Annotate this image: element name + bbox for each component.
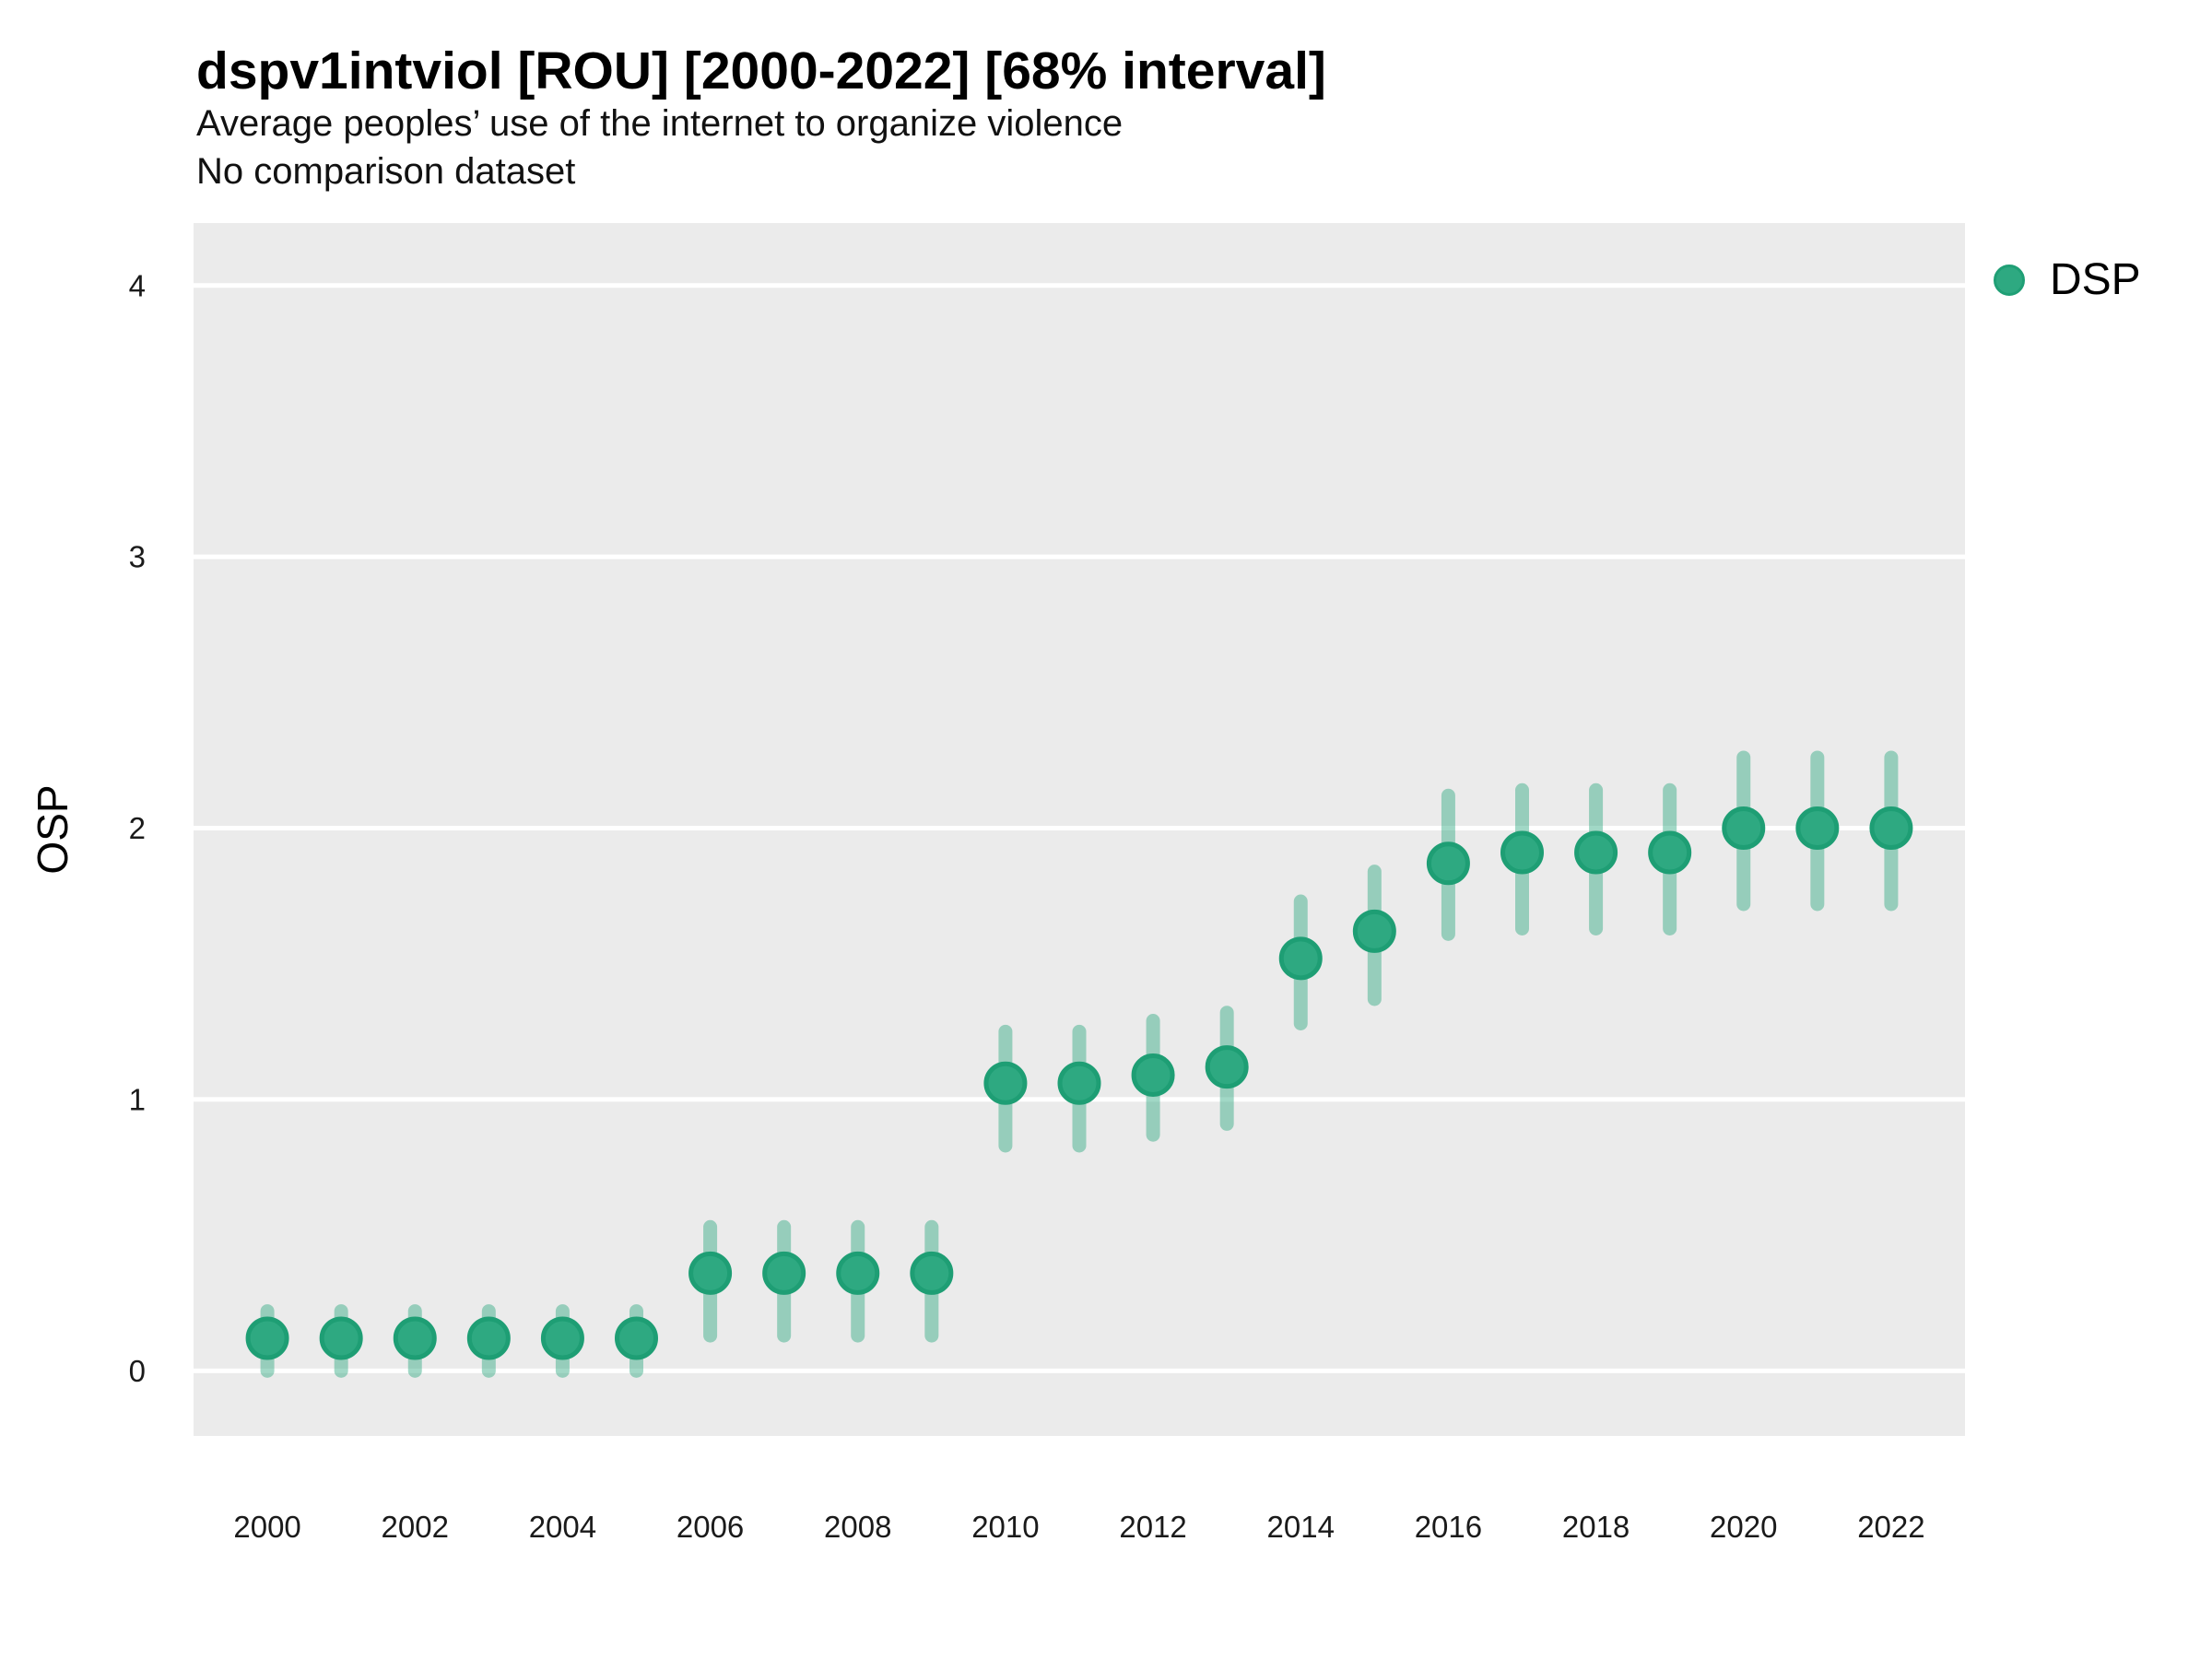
chart-title: dspv1intviol [ROU] [2000-2022] [68% inte… xyxy=(196,41,1326,100)
data-point-marker xyxy=(1795,806,1840,851)
data-point-marker xyxy=(1869,806,1913,851)
y-tick-label: 2 xyxy=(129,811,146,845)
legend-label: DSP xyxy=(2050,255,2141,304)
data-point-marker xyxy=(1057,1061,1101,1105)
data-point-marker xyxy=(1574,830,1618,875)
x-tick-label: 2012 xyxy=(1119,1510,1186,1544)
data-point-marker xyxy=(1352,909,1396,953)
x-tick-label: 2022 xyxy=(1857,1510,1924,1544)
data-point-marker xyxy=(688,1251,733,1295)
x-tick-label: 2000 xyxy=(233,1510,300,1544)
chart-subtitle: Average peoples’ use of the internet to … xyxy=(196,103,1124,144)
legend: DSP xyxy=(1994,254,2141,305)
data-point-marker xyxy=(393,1316,437,1360)
y-tick-label: 0 xyxy=(129,1354,146,1388)
x-tick-label: 2016 xyxy=(1415,1510,1482,1544)
data-point-marker xyxy=(910,1251,954,1295)
x-tick-label: 2010 xyxy=(971,1510,1039,1544)
x-tick-label: 2004 xyxy=(529,1510,596,1544)
data-point-marker xyxy=(1205,1045,1249,1089)
y-axis-title: OSP xyxy=(29,784,76,875)
data-point-marker xyxy=(1426,841,1470,886)
x-tick-label: 2008 xyxy=(824,1510,891,1544)
legend-dot-icon xyxy=(1994,264,2025,296)
data-point-marker xyxy=(1278,936,1323,981)
x-tick-label: 2014 xyxy=(1267,1510,1335,1544)
y-tick-label: 3 xyxy=(129,540,146,574)
data-point-marker xyxy=(540,1316,584,1360)
data-point-marker xyxy=(762,1251,806,1295)
data-point-marker xyxy=(319,1316,363,1360)
data-point-marker xyxy=(1722,806,1766,851)
x-tick-label: 2002 xyxy=(382,1510,449,1544)
data-point-marker xyxy=(245,1316,289,1360)
x-tick-label: 2006 xyxy=(677,1510,744,1544)
data-point-marker xyxy=(1500,830,1544,875)
data-point-marker xyxy=(983,1061,1028,1105)
data-point-marker xyxy=(1131,1053,1175,1097)
data-point-marker xyxy=(836,1251,880,1295)
x-tick-label: 2020 xyxy=(1710,1510,1777,1544)
x-tick-label: 2018 xyxy=(1562,1510,1630,1544)
y-tick-label: 1 xyxy=(129,1082,146,1116)
data-point-marker xyxy=(1648,830,1692,875)
data-point-marker xyxy=(615,1316,658,1360)
chart-note: No comparison dataset xyxy=(196,151,576,192)
data-point-marker xyxy=(466,1316,511,1360)
y-tick-label: 4 xyxy=(129,268,146,302)
